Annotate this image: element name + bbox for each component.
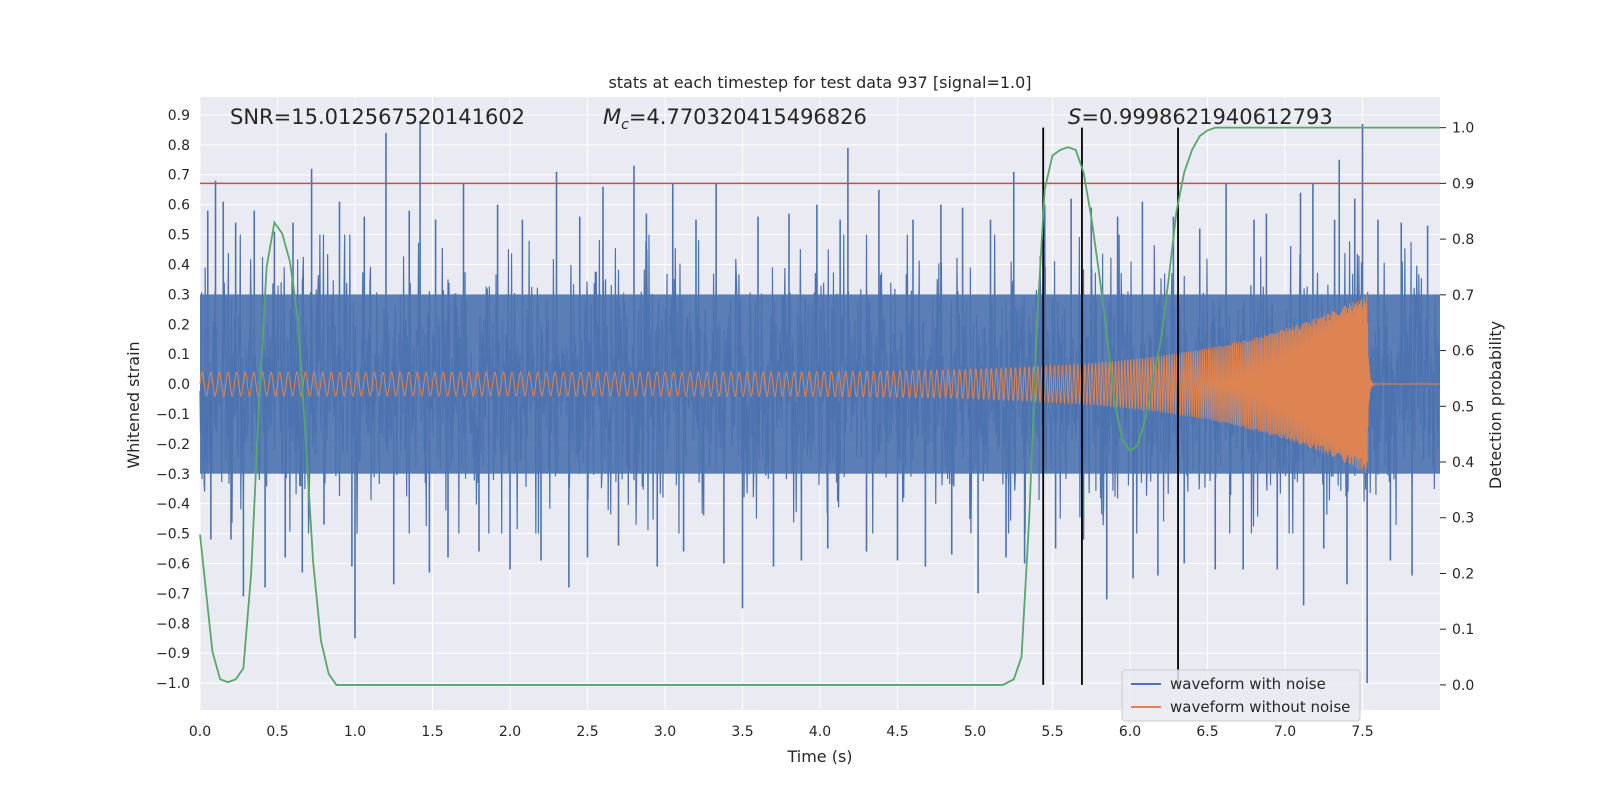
legend: waveform with noise waveform without noi… (1121, 669, 1361, 722)
chirp-mass-annotation: Mc=4.770320415496826 (603, 105, 867, 133)
y-tick-label: −0.8 (156, 616, 190, 632)
y2-tick-label: 0.9 (1452, 176, 1474, 192)
clean-chirp-line (199, 294, 1441, 473)
legend-label-noise: waveform with noise (1170, 675, 1326, 693)
y2-axis-label: Detection probability (1486, 321, 1505, 489)
x-tick-label: 5.5 (1041, 724, 1063, 740)
x-tick-label: 4.5 (886, 724, 908, 740)
y-tick-label: 0.4 (168, 257, 190, 273)
y-tick-label: 0.9 (168, 108, 190, 124)
y2-tick-label: 0.6 (1452, 344, 1474, 360)
y-tick-label: 0.5 (168, 228, 190, 244)
y2-tick-label: 0.3 (1452, 511, 1474, 527)
y-tick-label: −0.4 (156, 497, 190, 513)
y-tick-label: −0.3 (156, 467, 190, 483)
snr-annotation: SNR=15.012567520141602 (230, 105, 525, 129)
x-tick-label: 4.0 (809, 724, 831, 740)
y-tick-label: 0.2 (168, 317, 190, 333)
y-tick-label: −0.5 (156, 527, 190, 543)
x-axis-label: Time (s) (786, 747, 852, 766)
score-annotation: S=0.9998621940612793 (1068, 105, 1333, 129)
chart-title: stats at each timestep for test data 937… (608, 73, 1031, 92)
y-axis-label: Whitened strain (124, 341, 143, 468)
y-tick-label: −0.2 (156, 437, 190, 453)
y-tick-label: −1.0 (156, 676, 190, 692)
x-tick-label: 1.0 (344, 724, 366, 740)
x-tick-label: 6.5 (1196, 724, 1218, 740)
y2-tick-label: 1.0 (1452, 121, 1474, 137)
x-tick-label: 7.0 (1274, 724, 1296, 740)
y-tick-label: −0.9 (156, 646, 190, 662)
y-tick-label: −0.6 (156, 556, 190, 572)
x-axis-ticks: 0.0 0.5 1.0 1.5 2.0 2.5 3.0 3.5 4.0 4.5 5.0 5.5 6.0 6… (189, 724, 1374, 740)
x-tick-label: 7.5 (1351, 724, 1373, 740)
x-tick-label: 0.0 (189, 724, 211, 740)
legend-frame (1121, 669, 1361, 722)
y-tick-label: 0.1 (168, 347, 190, 363)
x-tick-label: 1.5 (421, 724, 443, 740)
y-tick-label: −0.7 (156, 586, 190, 602)
y2-tick-label: 0.2 (1452, 566, 1474, 582)
x-tick-label: 6.0 (1119, 724, 1141, 740)
x-tick-label: 2.0 (499, 724, 521, 740)
y-tick-label: 0.3 (168, 287, 190, 303)
y2-axis-ticks: 1.0 0.9 0.8 0.7 0.6 0.5 0.4 0.3 0.2 0.1 0.0 (1440, 121, 1474, 694)
overlay (199, 126, 1440, 686)
x-tick-label: 3.5 (731, 724, 753, 740)
y-axis-ticks: 0.9 0.8 0.7 0.6 0.5 0.4 0.3 0.2 0.1 0.0 −0.1 −0.2 −0… (156, 108, 190, 692)
y-tick-label: 0.8 (168, 138, 190, 154)
y-tick-label: 0.0 (168, 377, 190, 393)
x-tick-label: 5.0 (964, 724, 986, 740)
x-tick-label: 3.0 (654, 724, 676, 740)
y2-tick-label: 0.8 (1452, 232, 1474, 248)
probability-line (199, 126, 1440, 686)
x-tick-label: 2.5 (576, 724, 598, 740)
y2-tick-label: 0.4 (1452, 455, 1474, 471)
y2-tick-label: 0.0 (1452, 678, 1474, 694)
legend-label-clean: waveform without noise (1170, 698, 1350, 716)
y2-tick-label: 0.5 (1452, 399, 1474, 415)
y-tick-label: 0.7 (168, 168, 190, 184)
series-waveform-without-noise (199, 294, 1441, 473)
y2-tick-label: 0.1 (1452, 622, 1474, 638)
y-tick-label: 0.6 (168, 198, 190, 214)
y-tick-label: −0.1 (156, 407, 190, 423)
y2-tick-label: 0.7 (1452, 288, 1474, 304)
x-tick-label: 0.5 (266, 724, 288, 740)
